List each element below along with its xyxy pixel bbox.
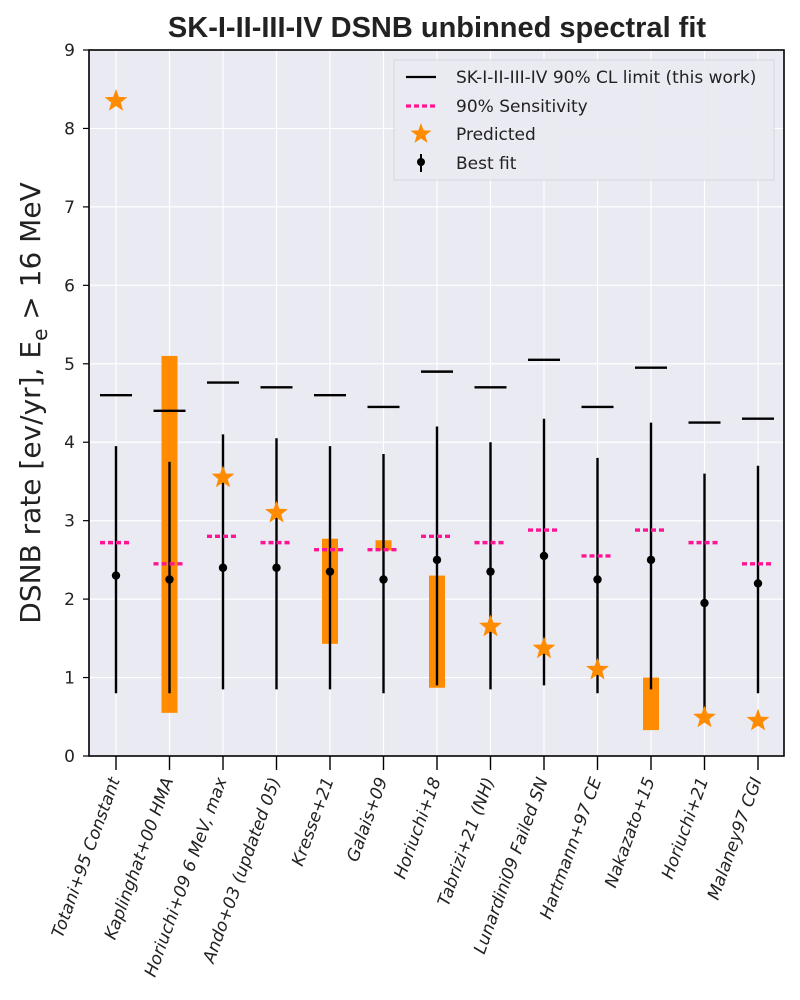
best-fit-point: [272, 563, 281, 572]
sensitivity-lines: [100, 528, 774, 566]
best-fit-errorbars: [111, 418, 763, 713]
best-fit-point: [165, 575, 174, 584]
y-tick-label: 0: [64, 747, 75, 767]
y-tick-label: 9: [64, 41, 75, 61]
y-axis-label: DSNB rate [ev/yr], Ee > 16 MeV: [14, 182, 52, 623]
y-tick-label: 7: [64, 198, 75, 218]
legend-predicted-label: Predicted: [456, 125, 536, 145]
legend-limit-label: SK-I-II-III-IV 90% CL limit (this work): [456, 68, 756, 88]
best-fit-point: [325, 567, 335, 576]
predicted-star: [211, 465, 235, 488]
predicted-star: [479, 614, 502, 637]
legend-entry-sensitivity: 90% Sensitivity: [406, 97, 588, 117]
best-fit-point: [218, 563, 228, 572]
best-fit-point: [700, 598, 709, 608]
legend-star-icon: [410, 123, 432, 143]
x-tick-label: Horiuchi+18: [391, 775, 446, 882]
y-tick-label: 5: [64, 355, 75, 375]
legend-box: [393, 59, 775, 181]
legend-entry-bestfit: Best fit: [417, 154, 517, 174]
best-fit-point: [111, 571, 121, 580]
x-tick-label: Nakazato+15: [601, 775, 659, 891]
predicted-star: [265, 500, 288, 523]
x-tick-label: Horiuchi+21: [658, 775, 713, 882]
legend-entry-predicted: Predicted: [410, 123, 536, 145]
best-fit-point: [753, 579, 763, 588]
legend-bestfit-dot: [417, 158, 425, 166]
predicted-star: [586, 657, 609, 680]
x-tick-label: Kresse+21: [288, 775, 338, 869]
legend: SK-I-II-III-IV 90% CL limit (this work) …: [393, 59, 775, 181]
predicted-range-bar: [643, 677, 659, 731]
x-tick-label: Galais+09: [343, 775, 392, 865]
y-tick-label: 4: [64, 433, 75, 453]
chart-title: SK-I-II-III-IV DSNB unbinned spectral fi…: [168, 12, 706, 44]
y-tick-label: 2: [64, 590, 75, 610]
best-fit-point: [379, 575, 388, 584]
x-tick-label: Tabrizi+21 (NH): [434, 775, 499, 909]
predicted-star: [532, 636, 556, 659]
y-tick-label: 3: [64, 512, 75, 532]
legend-sensitivity-label: 90% Sensitivity: [456, 97, 588, 117]
y-axis-ticks: 0 1 2 3 4 5 6 7 8 9: [64, 41, 89, 767]
predicted-stars: [104, 89, 770, 731]
y-tick-label: 6: [64, 276, 75, 296]
predicted-star: [693, 705, 716, 728]
best-fit-point: [486, 567, 495, 576]
x-tick-label: Malaney97 CGI: [704, 775, 767, 903]
legend-bestfit-label: Best fit: [456, 154, 517, 174]
y-tick-label: 1: [64, 669, 75, 689]
best-fit-point: [432, 555, 442, 565]
best-fit-point: [539, 551, 549, 561]
best-fit-point: [646, 555, 656, 565]
y-tick-label: 8: [64, 119, 75, 139]
cl-limit-lines: [100, 358, 774, 424]
predicted-star: [746, 708, 770, 731]
best-fit-point: [593, 575, 602, 584]
predicted-star: [104, 89, 128, 111]
legend-entry-limit: SK-I-II-III-IV 90% CL limit (this work): [406, 68, 756, 88]
